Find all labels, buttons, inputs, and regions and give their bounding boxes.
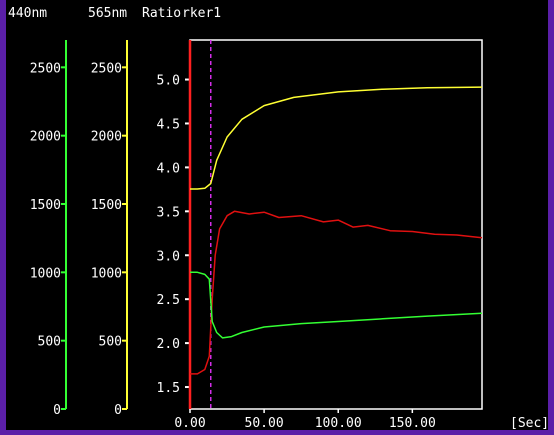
- axis_565-tick-label: 0: [114, 403, 122, 418]
- axis-565nm: 0 500 1000 1500 2000 2500: [91, 40, 128, 418]
- x-axis-unit-label: [Sec]: [510, 416, 549, 431]
- axis_ratio-tick-label: 3.0: [157, 249, 180, 264]
- header-label-ratio: Ratio: [142, 6, 181, 21]
- axis_565-tick-label: 2000: [91, 130, 122, 145]
- axis_ratio-tick-label: 2.0: [157, 337, 180, 352]
- axis_440-tick-label: 500: [38, 335, 61, 350]
- axis_565-tick-label: 500: [99, 335, 122, 350]
- axis_565-tick-label: 1500: [91, 198, 122, 213]
- series-group: [190, 86, 483, 375]
- axis_565-tick-label: 2500: [91, 61, 122, 76]
- plot-background: [6, 0, 548, 430]
- series-red-line: [190, 210, 483, 375]
- axis_440-tick-label: 2000: [30, 130, 61, 145]
- x-axis-tick-label: 0.00: [174, 416, 205, 431]
- axis_ratio-tick-label: 2.5: [157, 293, 180, 308]
- header-label-440: 440nm: [8, 6, 47, 21]
- axis_440-tick-label: 1500: [30, 198, 61, 213]
- x-axis-tick-label: 50.00: [245, 416, 284, 431]
- axis_ratio-tick-label: 5.0: [157, 74, 180, 89]
- axis_ratio-tick-label: 3.5: [157, 205, 180, 220]
- axis_440-tick-label: 0: [53, 403, 61, 418]
- axis_ratio-tick-label: 4.0: [157, 161, 180, 176]
- axis_440-tick-label: 2500: [30, 61, 61, 76]
- axis-440nm: 0 500 1000 1500 2000 2500: [30, 40, 67, 418]
- series-green-line: [190, 271, 483, 339]
- header-label-565: 565nm: [88, 6, 127, 21]
- header-label-marker: rker1: [182, 6, 221, 21]
- axis_ratio-tick-label: 4.5: [157, 117, 180, 132]
- header-bar: 440nm 565nm Ratio rker1: [8, 6, 221, 21]
- series-yellow-line: [190, 86, 483, 190]
- x-axis: 0.00 50.00 100.00 150.00: [174, 409, 436, 431]
- x-axis-tick-label: 150.00: [389, 416, 436, 431]
- axis_440-tick-label: 1000: [30, 266, 61, 281]
- axis_565-tick-label: 1000: [91, 266, 122, 281]
- axis_ratio-tick-label: 1.5: [157, 381, 180, 396]
- x-axis-tick-label: 100.00: [315, 416, 362, 431]
